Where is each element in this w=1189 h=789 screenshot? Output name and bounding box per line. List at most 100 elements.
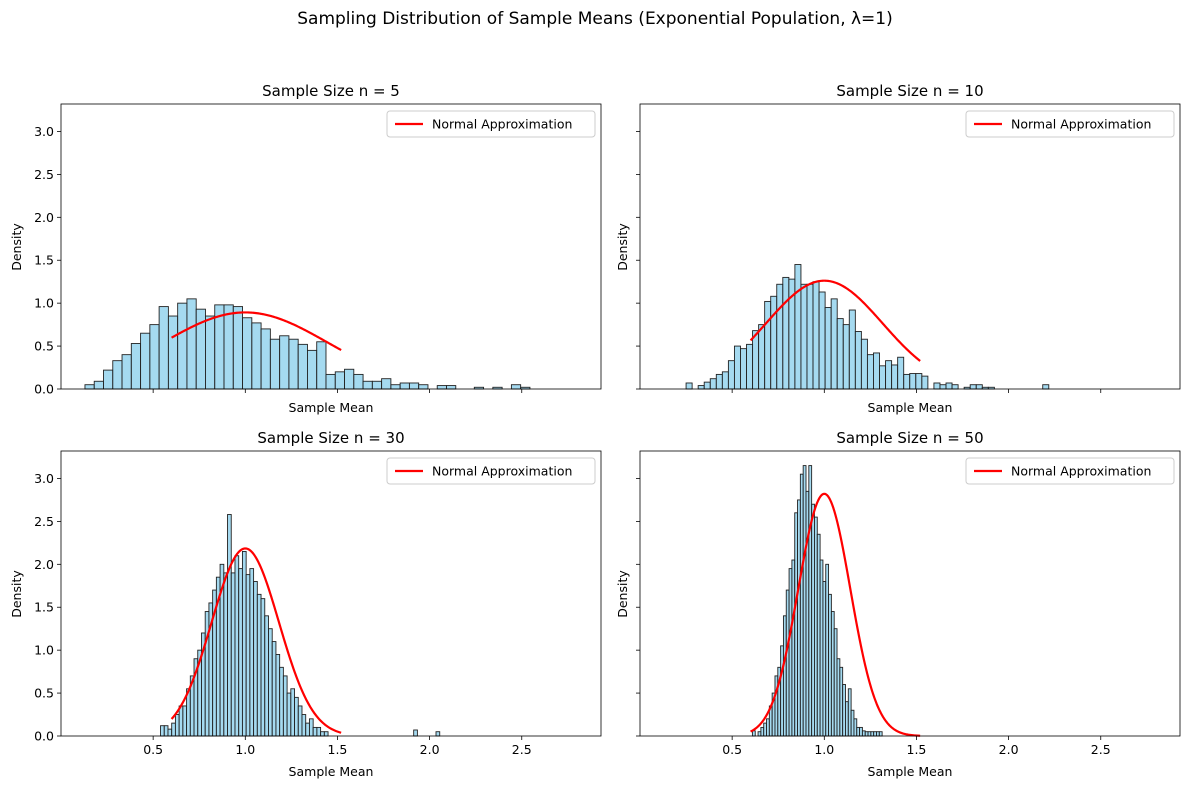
hist-bar-n5-0 [84, 384, 95, 390]
hist-bar-n10-38 [915, 373, 923, 390]
hist-bar-n30-43 [320, 731, 325, 737]
hist-bar-n5-6 [140, 332, 151, 390]
y-tick-label-n30-6: 3.0 [34, 471, 54, 486]
legend-label-n10: Normal Approximation [1011, 117, 1151, 132]
hist-bar-n5-38 [436, 385, 447, 390]
y-tick-label-n5-4: 2.0 [34, 210, 54, 225]
legend-label-n50: Normal Approximation [1011, 464, 1151, 479]
hist-bar-n10-15 [776, 283, 784, 390]
subplot-title-n50: Sample Size n = 50 [836, 429, 983, 447]
x-tick-label-n50-2: 1.5 [907, 742, 927, 757]
hist-bar-n30-17 [223, 572, 228, 737]
normal-curve-n5 [171, 311, 342, 352]
hist-bar-n30-24 [249, 568, 255, 737]
hist-bar-n10-18 [794, 264, 802, 390]
hist-bar-n10-8 [733, 345, 741, 390]
hist-bar-n10-31 [873, 352, 880, 390]
hist-bar-n30-42 [316, 726, 322, 737]
y-axis-label-n5: Density [9, 223, 24, 271]
axis-ticks-n10 [636, 131, 1102, 393]
x-axis-label-n10: Sample Mean [868, 400, 953, 415]
y-tick-label-n30-3: 1.5 [34, 600, 54, 615]
hist-bar-n10-59 [1042, 384, 1050, 390]
axes-frame-n5 [60, 103, 602, 390]
hist-bar-n30-28 [264, 615, 269, 737]
x-axis-label-n50: Sample Mean [868, 764, 953, 779]
y-tick-label-n30-2: 1.0 [34, 643, 54, 658]
hist-bar-n10-5 [715, 373, 723, 390]
subplot-title-n30: Sample Size n = 30 [257, 429, 404, 447]
hist-bar-n10-42 [939, 384, 947, 390]
hist-bar-n5-30 [362, 380, 373, 390]
y-tick-label-n5-1: 0.5 [34, 339, 54, 354]
legend-label-n30: Normal Approximation [432, 464, 572, 479]
y-tick-label-n30-4: 2.0 [34, 557, 54, 572]
hist-bar-n30-5 [178, 705, 184, 737]
histogram-bars-n50 [751, 465, 883, 737]
figure-title: Sampling Distribution of Sample Means (E… [297, 9, 893, 29]
hist-bar-n10-10 [746, 343, 754, 390]
hist-bar-n10-30 [866, 354, 874, 390]
hist-bar-n10-4 [709, 378, 717, 390]
hist-bar-n10-35 [897, 356, 905, 390]
hist-bar-n10-14 [770, 295, 778, 390]
x-tick-label-n30-1: 1.0 [235, 742, 255, 757]
legend-n10: Normal Approximation [965, 110, 1175, 138]
hist-bar-n5-23 [297, 343, 308, 390]
hist-bar-n10-23 [824, 307, 832, 390]
hist-bar-n30-39 [305, 722, 310, 737]
subplot-title-n5: Sample Size n = 5 [262, 82, 400, 100]
hist-bar-n10-33 [885, 360, 893, 390]
y-tick-label-n5-0: 0.0 [34, 382, 54, 397]
hist-bar-n5-4 [121, 354, 132, 390]
hist-bar-n5-9 [167, 315, 179, 390]
axis-ticks-n5: 0.0 0.5 1.0 1.5 2.0 2.5 3.0 [34, 124, 523, 397]
hist-bar-n30-32 [279, 666, 284, 737]
x-tick-label-n50-0: 0.5 [722, 742, 742, 757]
hist-bar-n10-16 [782, 276, 790, 390]
hist-bar-n5-31 [371, 380, 383, 390]
hist-bar-n5-17 [242, 317, 253, 390]
normal-curve-line-n5 [171, 311, 342, 352]
hist-bar-n10-11 [752, 330, 760, 390]
hist-bar-n30-37 [297, 705, 303, 737]
hist-bar-n30-20 [234, 555, 240, 737]
legend-box-n30 [386, 457, 596, 485]
hist-bar-n30-44 [323, 731, 329, 737]
hist-bar-n5-34 [399, 382, 410, 390]
x-tick-label-n30-2: 1.5 [328, 742, 348, 757]
x-tick-label-n30-0: 0.5 [143, 742, 163, 757]
legend-n30: Normal Approximation [386, 457, 596, 485]
hist-bar-n5-32 [381, 378, 392, 390]
normal-curve-line-n30 [170, 547, 342, 734]
hist-bar-n30-6 [182, 705, 188, 737]
subplot-n30: Sample Size n = 30 Sample Mean Density 0… [9, 429, 602, 779]
hist-bar-n10-29 [860, 338, 868, 390]
hist-bar-n5-26 [325, 373, 336, 390]
hist-bar-n5-1 [93, 380, 104, 390]
y-tick-label-n30-5: 2.5 [34, 514, 54, 529]
hist-bar-n10-13 [764, 300, 772, 390]
axes-frame-n50 [639, 450, 1181, 737]
subplot-n5: Sample Size n = 5 Sample Mean Density 0.… [9, 82, 602, 415]
hist-bar-n30-34 [286, 692, 292, 737]
hist-bar-n30-40 [308, 718, 314, 737]
hist-bar-n5-46 [510, 384, 522, 390]
hist-bar-n5-35 [408, 382, 420, 390]
hist-bar-n5-19 [260, 328, 271, 390]
hist-bar-n10-41 [933, 382, 941, 390]
axes-frame-n30 [60, 450, 602, 737]
hist-bar-n5-8 [158, 306, 169, 390]
hist-bar-n5-33 [390, 384, 401, 390]
x-tick-label-n30-3: 2.0 [420, 742, 440, 757]
hist-bar-n10-24 [830, 298, 838, 390]
hist-bar-n30-18 [227, 514, 232, 737]
subplot-n10: Sample Size n = 10 Sample Mean Density N… [615, 82, 1181, 415]
hist-bar-n5-20 [269, 338, 281, 390]
hist-bar-n5-36 [418, 384, 429, 390]
hist-bar-n10-32 [879, 365, 887, 390]
axis-ticks-n50: 0.5 1.0 1.5 2.0 2.5 [636, 478, 1111, 757]
normal-curve-n10 [749, 279, 921, 362]
axes-frame-n10 [639, 103, 1181, 390]
legend-box-n5 [386, 110, 596, 138]
